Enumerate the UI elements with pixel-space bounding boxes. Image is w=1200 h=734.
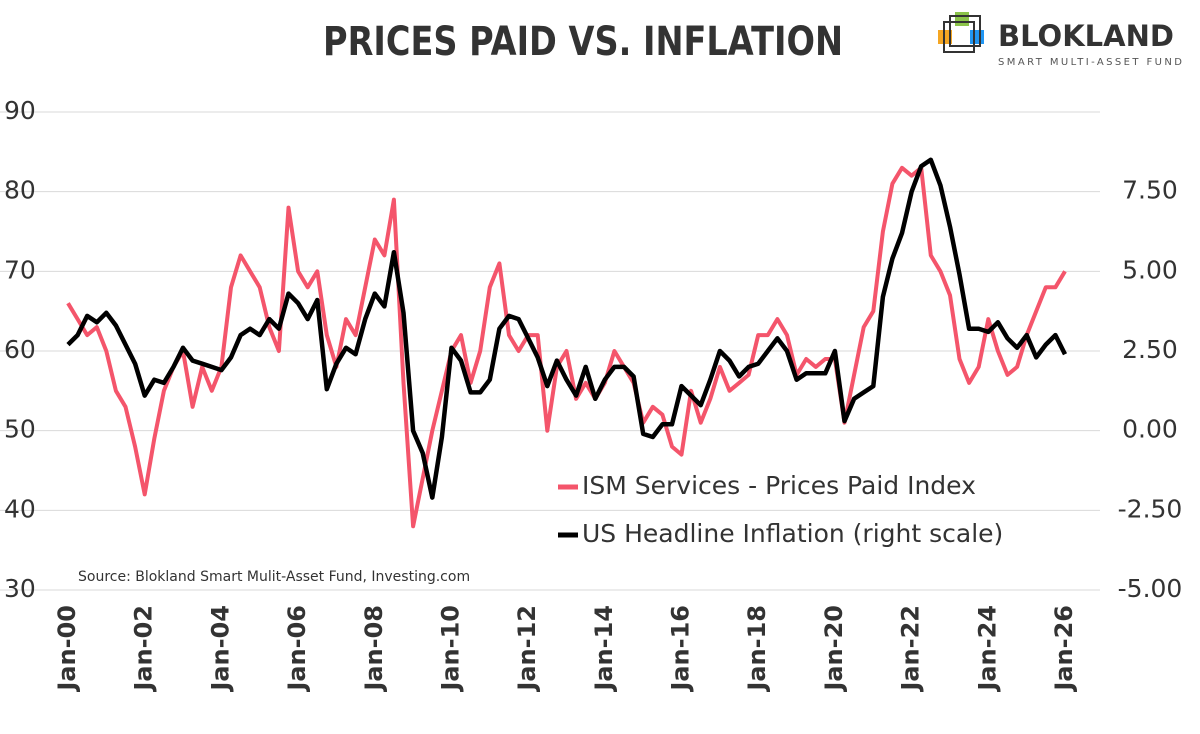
y2-tick-label: -5.00 (1118, 574, 1183, 603)
series-line (66, 157, 1068, 500)
logo-icon (938, 12, 984, 53)
series-line (66, 165, 1067, 529)
x-tick-label: Jan-20 (820, 605, 848, 693)
y-tick-label: 40 (4, 494, 36, 523)
brand-tagline: SMART MULTI-ASSET FUND (998, 57, 1182, 68)
source: Source: Blokland Smart Mulit-Asset Fund,… (78, 569, 470, 585)
x-tick-label: Jan-24 (973, 605, 1001, 693)
x-tick-label: Jan-10 (436, 605, 464, 693)
y-tick-label: 60 (4, 335, 36, 364)
x-tick-label: Jan-18 (743, 605, 771, 693)
grid (0, 111, 1100, 591)
x-tick-label: Jan-04 (206, 605, 234, 693)
y-tick-label: 30 (4, 574, 36, 603)
y-tick-label: 80 (4, 176, 36, 205)
x-tick-label: Jan-26 (1050, 605, 1078, 693)
legend-label: US Headline Inflation (right scale) (582, 519, 1003, 548)
x-tick-label: Jan-12 (513, 605, 541, 693)
x-tick-label: Jan-14 (590, 605, 618, 693)
y-tick-label: 70 (4, 255, 36, 284)
y2-tick-label: 7.50 (1122, 176, 1178, 205)
x-tick-label: Jan-06 (283, 605, 311, 693)
y2-tick-label: 0.00 (1122, 415, 1178, 444)
x-tick-label: Jan-22 (897, 605, 925, 693)
x-tick-label: Jan-08 (360, 605, 388, 693)
x-tick-label: Jan-16 (667, 605, 695, 693)
y2-tick-label: -2.50 (1118, 494, 1183, 523)
chart-title: PRICES PAID VS. INFLATION (323, 19, 843, 65)
brand: BLOKLAND (998, 19, 1174, 53)
y2-tick-label: 2.50 (1122, 335, 1178, 364)
x-tick-label: Jan-02 (130, 605, 158, 693)
legend: ISM Services - Prices Paid Index US Headl… (558, 471, 1003, 548)
legend-label: ISM Services - Prices Paid Index (582, 471, 976, 500)
y-tick-label: 50 (4, 415, 36, 444)
y-tick-label: 90 (4, 96, 36, 125)
y2-tick-label: 5.00 (1122, 255, 1178, 284)
x-tick-label: Jan-00 (53, 605, 81, 693)
